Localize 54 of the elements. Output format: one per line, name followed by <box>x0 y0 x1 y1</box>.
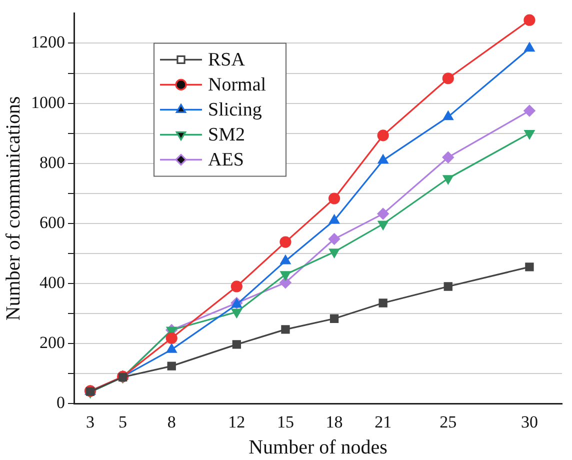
point <box>281 325 290 334</box>
point <box>232 308 242 318</box>
y-tick-label: 1200 <box>31 32 65 52</box>
point <box>378 220 388 230</box>
y-tick-label: 1000 <box>31 92 65 112</box>
point <box>166 344 177 353</box>
point <box>442 152 454 164</box>
point <box>329 214 340 224</box>
x-tick-label: 8 <box>167 412 176 432</box>
point <box>280 255 291 264</box>
x-tick-label: 18 <box>326 412 343 432</box>
legend-label: Slicing <box>208 100 262 121</box>
y-tick-label: 200 <box>40 333 65 352</box>
point <box>330 314 339 323</box>
point <box>230 280 242 292</box>
point <box>524 42 535 52</box>
legend-label: Normal <box>208 74 266 96</box>
point <box>280 271 291 280</box>
point <box>167 362 176 370</box>
y-tick-label: 0 <box>56 393 65 412</box>
y-tick-label: 400 <box>40 272 65 292</box>
point <box>524 130 535 140</box>
point <box>166 332 178 344</box>
point <box>232 340 241 349</box>
legend-label: RSA <box>208 50 246 71</box>
point <box>280 236 292 248</box>
point <box>328 192 340 204</box>
point <box>280 276 292 288</box>
point <box>377 130 389 142</box>
x-tick-label: 3 <box>86 412 95 432</box>
point <box>378 298 388 308</box>
x-tick-label: 5 <box>118 412 128 432</box>
x-tick-label: 15 <box>276 412 294 432</box>
legend-label: SM2 <box>208 124 245 146</box>
x-tick-label: 12 <box>228 412 246 432</box>
point <box>524 14 536 26</box>
point <box>442 72 454 84</box>
point <box>525 262 534 272</box>
point <box>378 154 388 164</box>
x-tick-label: 21 <box>374 412 392 432</box>
y-tick-label: 800 <box>40 152 65 172</box>
y-tick-label: 600 <box>40 212 65 232</box>
point <box>443 175 454 184</box>
x-tick-label: 25 <box>440 412 457 432</box>
point <box>329 248 340 258</box>
point <box>444 282 452 291</box>
y-axis-title: Number of communications <box>2 96 24 321</box>
point <box>377 208 389 220</box>
x-axis-title: Number of nodes <box>248 436 388 458</box>
point <box>443 111 454 120</box>
point <box>524 105 536 117</box>
x-tick-label: 30 <box>520 412 538 432</box>
legend-label: AES <box>208 150 244 171</box>
point <box>328 233 340 245</box>
